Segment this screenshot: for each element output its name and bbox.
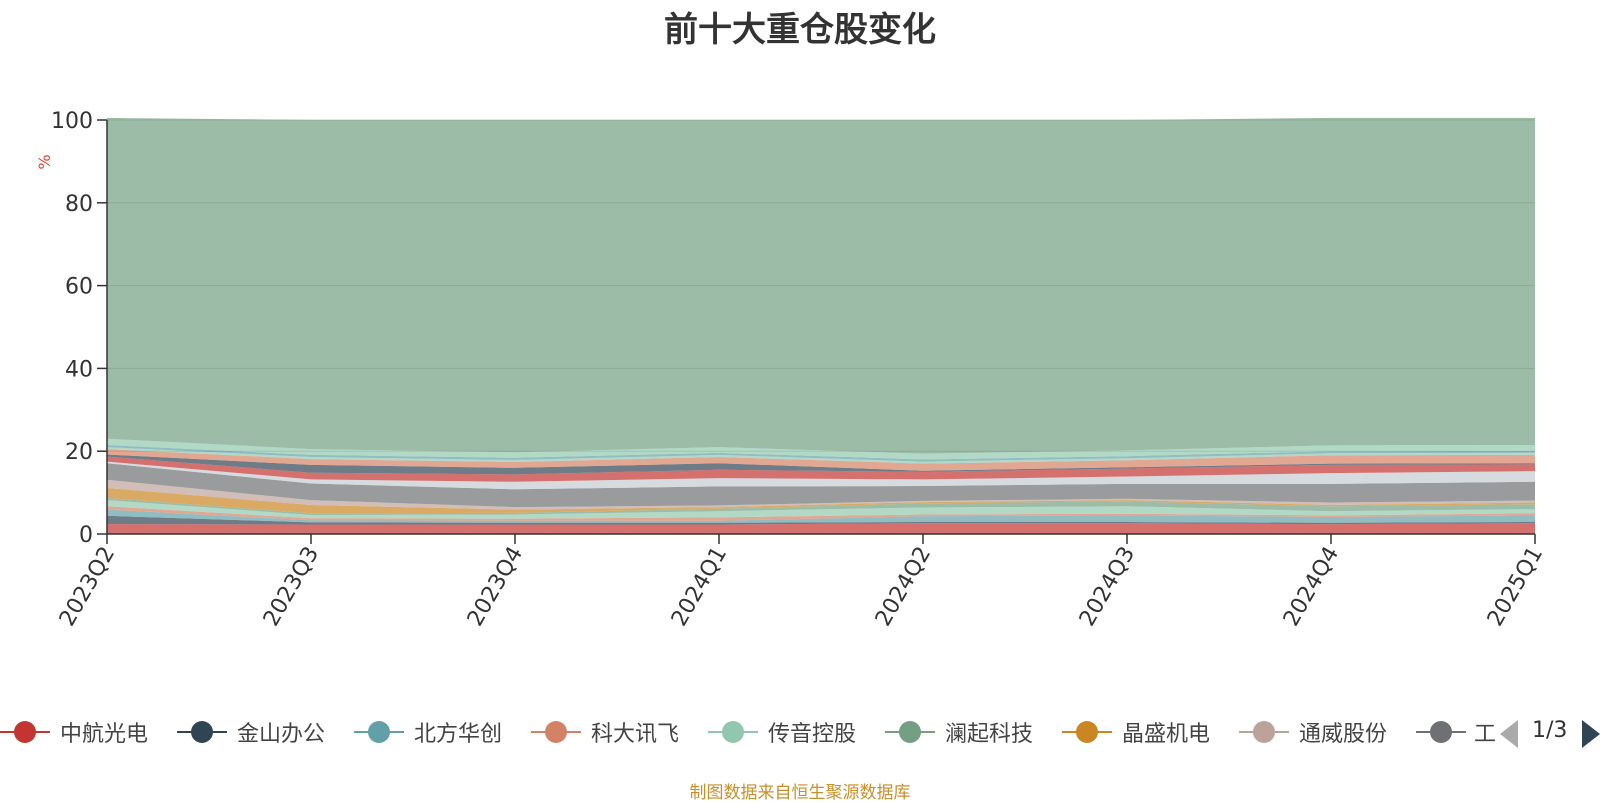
legend-marker-icon <box>885 712 935 752</box>
legend-label: 金山办公 <box>237 722 326 747</box>
legend-marker-icon <box>1239 712 1289 752</box>
legend-marker-icon <box>354 712 404 752</box>
legend-label: 通威股份 <box>1299 722 1388 747</box>
area-series-9 <box>107 463 1535 508</box>
legend-marker-icon <box>708 712 758 752</box>
pager-prev-arrow-icon[interactable] <box>1500 720 1518 748</box>
area-series-2 <box>107 515 1535 525</box>
y-tick-label: 0 <box>79 523 93 548</box>
area-series-4 <box>107 506 1535 521</box>
x-tick-label: 2023Q3 <box>259 543 324 631</box>
legend-marker-icon <box>531 712 581 752</box>
x-tick-label: 2024Q3 <box>1075 543 1140 631</box>
area-series-5 <box>107 500 1535 519</box>
x-tick-label: 2025Q1 <box>1483 543 1548 631</box>
x-tick-label: 2023Q4 <box>463 543 528 631</box>
area-series-group <box>107 117 1535 534</box>
legend-item[interactable]: 中航光电 <box>0 712 148 752</box>
area-series-6 <box>107 498 1535 515</box>
chart-title: 前十大重仓股变化 <box>664 10 936 50</box>
legend: 中航光电 金山办公 北方华创 科大讯飞 传音控股 澜起科技 晶盛机电 通威股份 工 <box>0 712 1600 752</box>
legend-pager: 1/3 <box>1500 712 1600 752</box>
pager-next-arrow-icon[interactable] <box>1582 720 1600 748</box>
area-series-15 <box>107 445 1535 462</box>
legend-item[interactable]: 通威股份 <box>1239 712 1387 752</box>
legend-item[interactable]: 北方华创 <box>354 712 502 752</box>
legend-marker-icon <box>177 712 227 752</box>
legend-item[interactable]: 科大讯飞 <box>531 712 679 752</box>
area-series-10 <box>107 461 1535 490</box>
area-series-14 <box>107 447 1535 464</box>
area-series-13 <box>107 449 1535 471</box>
y-tick-label: 80 <box>65 192 93 217</box>
area-chart: 0 20 40 60 80 100 2023Q2 2023Q3 2023Q4 2024Q1 2024… <box>35 109 1548 631</box>
legend-item[interactable]: 金山办公 <box>177 712 325 752</box>
legend-label: 澜起科技 <box>945 722 1034 747</box>
legend-label: 北方华创 <box>414 722 503 747</box>
x-tick-label: 2024Q4 <box>1279 543 1344 631</box>
legend-label: 晶盛机电 <box>1122 722 1211 747</box>
area-series-17 <box>107 117 1535 454</box>
x-tick-label: 2024Q2 <box>871 543 936 631</box>
legend-item[interactable]: 晶盛机电 <box>1062 712 1210 752</box>
y-tick-label: 40 <box>65 357 93 382</box>
legend-item[interactable]: 工 <box>1416 712 1496 752</box>
y-tick-label: 60 <box>65 275 93 300</box>
y-tick-label: 20 <box>65 440 93 465</box>
legend-item[interactable]: 澜起科技 <box>885 712 1033 752</box>
legend-label: 工 <box>1473 722 1496 747</box>
area-series-11 <box>107 456 1535 482</box>
area-series-12 <box>107 454 1535 475</box>
x-tick-label: 2023Q2 <box>55 543 120 631</box>
y-tick-label: 100 <box>51 109 93 134</box>
pager-page-indicator: 1/3 <box>1532 718 1568 743</box>
legend-item[interactable]: 传音控股 <box>708 712 856 752</box>
legend-label: 中航光电 <box>60 722 149 747</box>
area-series-16 <box>107 438 1535 460</box>
y-axis-unit-label: % <box>35 154 54 169</box>
area-series-1 <box>107 523 1535 534</box>
legend-label: 科大讯飞 <box>591 722 680 747</box>
x-tick-label: 2024Q1 <box>667 543 732 631</box>
legend-marker-icon <box>1416 712 1466 752</box>
legend-marker-icon <box>1062 712 1112 752</box>
data-source-note: 制图数据来自恒生聚源数据库 <box>689 783 911 803</box>
area-series-8 <box>107 479 1535 510</box>
legend-label: 传音控股 <box>768 722 857 747</box>
legend-marker-icon <box>0 712 50 752</box>
area-series-3 <box>107 509 1535 523</box>
